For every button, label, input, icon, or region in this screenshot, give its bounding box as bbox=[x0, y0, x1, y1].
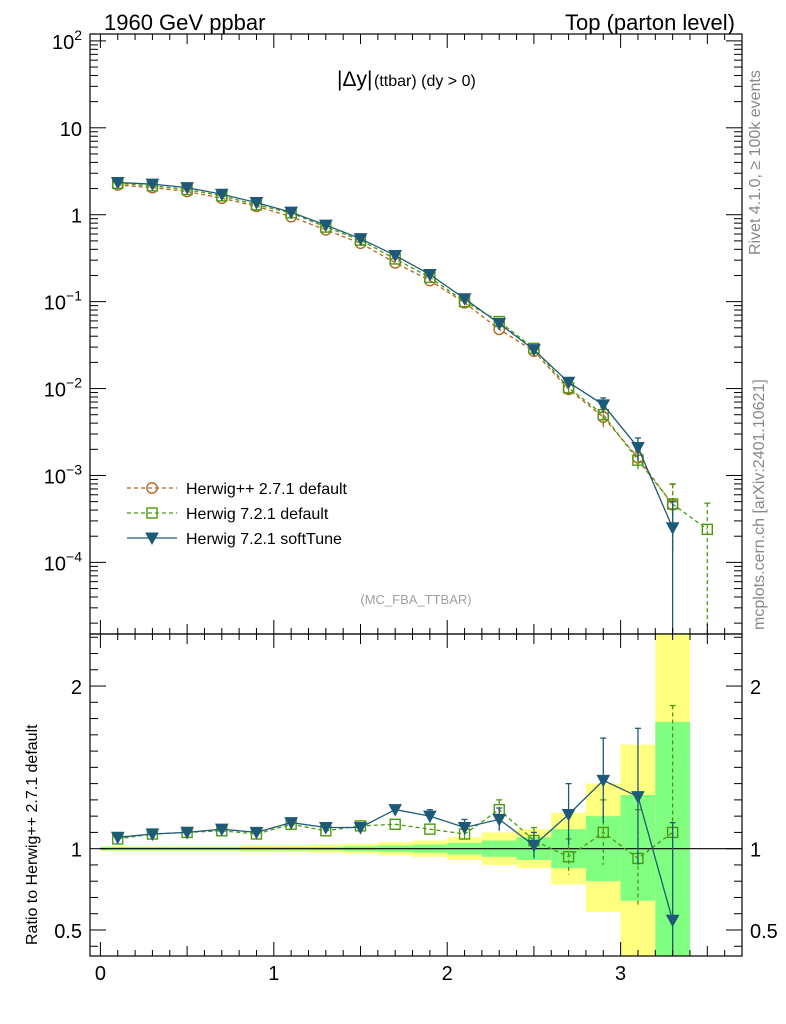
ratio-point bbox=[423, 810, 437, 824]
ratio-point bbox=[388, 804, 403, 817]
main-ytick-label: 10−4 bbox=[44, 548, 82, 575]
ratio-ytick-label: 1 bbox=[71, 840, 82, 862]
ratio-point bbox=[527, 839, 541, 853]
legend-label-herwig721: Herwig 7.2.1 default bbox=[186, 506, 329, 523]
ratio-point bbox=[214, 823, 229, 837]
main-panel: 102 10 1 10−1 10−2 10−3 10−4 |Δy| (ttbar) (dy … bbox=[44, 27, 743, 635]
main-point bbox=[423, 269, 437, 282]
main-point bbox=[701, 523, 714, 536]
legend-label-softtune: Herwig 7.2.1 softTune bbox=[186, 531, 342, 548]
main-point bbox=[388, 249, 403, 263]
legend-label-herwigpp: Herwig++ 2.7.1 default bbox=[186, 481, 348, 498]
main-point bbox=[561, 376, 576, 390]
main-title: |Δy| bbox=[337, 68, 372, 91]
ratio-point bbox=[492, 813, 507, 827]
main-point bbox=[457, 293, 472, 306]
ratio-point bbox=[110, 831, 125, 845]
main-line-softtune bbox=[117, 181, 674, 529]
ratio-xtick-label: 1 bbox=[268, 963, 279, 985]
main-point bbox=[665, 522, 680, 535]
main-point bbox=[249, 197, 264, 210]
ratio-ytick-label: 0.5 bbox=[54, 921, 82, 943]
header-process-label: Top (parton level) bbox=[565, 10, 735, 35]
ratio-point bbox=[561, 809, 576, 822]
ratio-point bbox=[631, 791, 645, 804]
ratio-point bbox=[597, 826, 609, 839]
ratio-xtick-label: 0 bbox=[95, 963, 106, 985]
ratio-frame bbox=[89, 633, 743, 957]
mcplots-label: mcplots.cern.ch [arXiv:2401.10621] bbox=[751, 379, 768, 630]
main-ytick-label: 10−3 bbox=[44, 461, 82, 488]
ratio-ytick-label-right: 0.5 bbox=[750, 921, 778, 943]
main-point bbox=[631, 441, 645, 455]
ratio-ylabel: Ratio to Herwig++ 2.7.1 default bbox=[24, 724, 41, 945]
ratio-panel: 0.5 0.5 1 1 2 2 0 1 2 3 Ratio to Herwig++ 2.7.1 d… bbox=[24, 633, 778, 985]
ratio-point bbox=[318, 822, 333, 835]
ratio-point bbox=[562, 851, 575, 863]
main-series-softtune bbox=[110, 176, 680, 634]
ratio-point bbox=[389, 818, 401, 830]
main-ytick-label: 10−2 bbox=[44, 375, 82, 402]
main-line-herwigpp bbox=[117, 184, 674, 506]
legend: Herwig++ 2.7.1 default Herwig 7.2.1 defau… bbox=[127, 481, 348, 548]
main-point bbox=[492, 318, 507, 331]
header-energy-label: 1960 GeV ppbar bbox=[104, 10, 265, 35]
ratio-xtick-label: 2 bbox=[442, 963, 453, 985]
ratio-ytick-label: 2 bbox=[71, 677, 82, 699]
rivet-version-label: Rivet 4.1.0, ≥ 100k events bbox=[747, 70, 764, 255]
ratio-line-herwig721 bbox=[117, 808, 673, 860]
ratio-point bbox=[353, 822, 368, 835]
main-point bbox=[596, 399, 611, 412]
main-point bbox=[284, 206, 298, 220]
main-subtitle: (ttbar) (dy > 0) bbox=[374, 73, 476, 90]
ratio-point bbox=[284, 817, 298, 830]
ratio-xtick-label: 3 bbox=[615, 963, 626, 985]
ratio-point bbox=[596, 774, 611, 788]
ratio-point bbox=[180, 826, 194, 840]
ratio-ytick-label-right: 1 bbox=[750, 840, 761, 862]
main-line-herwig721 bbox=[117, 182, 708, 530]
watermark: (MC_FBA_TTBAR) bbox=[360, 592, 471, 607]
main-point bbox=[527, 344, 541, 357]
ratio-point bbox=[665, 914, 680, 928]
main-ytick-label: 102 bbox=[52, 27, 82, 54]
ratio-point bbox=[424, 823, 436, 835]
ratio-point bbox=[249, 826, 264, 840]
ratio-point bbox=[145, 828, 160, 842]
main-point bbox=[180, 182, 194, 195]
main-point bbox=[318, 219, 333, 233]
main-ytick-label: 10 bbox=[60, 119, 82, 141]
legend-marker-herwigpp bbox=[146, 482, 158, 494]
main-point bbox=[110, 176, 125, 190]
legend-marker-softtune bbox=[145, 532, 159, 546]
main-ytick-label: 10−1 bbox=[44, 288, 82, 315]
ratio-ytick-label-right: 2 bbox=[750, 677, 761, 699]
main-point bbox=[353, 233, 368, 246]
main-point bbox=[145, 178, 160, 192]
ratio-point bbox=[457, 822, 472, 835]
main-series-herwig721 bbox=[112, 177, 714, 634]
main-ytick-label: 1 bbox=[71, 206, 82, 228]
ratio-series-softtune bbox=[110, 727, 680, 956]
legend-marker-herwig721 bbox=[146, 507, 158, 519]
main-point bbox=[214, 188, 229, 202]
